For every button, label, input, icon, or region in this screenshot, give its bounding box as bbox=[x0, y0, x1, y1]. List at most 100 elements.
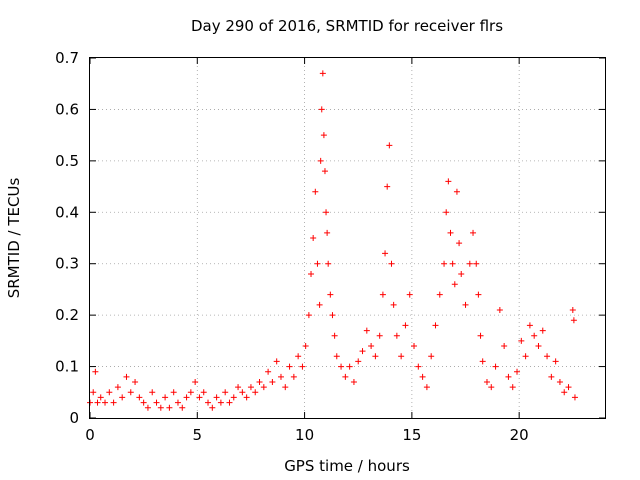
grid-lines bbox=[90, 58, 605, 418]
data-point bbox=[544, 353, 551, 360]
data-point bbox=[230, 394, 237, 401]
data-point bbox=[119, 394, 126, 401]
data-point bbox=[205, 399, 212, 406]
data-point bbox=[265, 368, 272, 375]
data-point bbox=[149, 389, 156, 396]
data-point bbox=[456, 240, 463, 247]
y-tick-label: 0.6 bbox=[55, 100, 79, 118]
data-point bbox=[256, 379, 263, 385]
data-points bbox=[87, 70, 578, 411]
data-point bbox=[140, 399, 147, 406]
data-point bbox=[475, 291, 482, 298]
data-point bbox=[269, 379, 276, 385]
data-point bbox=[136, 394, 143, 401]
data-point bbox=[522, 353, 529, 360]
data-point bbox=[312, 188, 319, 195]
data-point bbox=[539, 327, 546, 334]
data-point bbox=[157, 404, 164, 411]
data-point bbox=[162, 394, 169, 401]
data-point bbox=[477, 332, 484, 339]
data-point bbox=[308, 271, 315, 277]
data-point bbox=[209, 404, 216, 411]
data-point bbox=[514, 368, 521, 375]
data-point bbox=[273, 358, 280, 365]
data-point bbox=[415, 363, 422, 370]
data-point bbox=[432, 322, 439, 329]
data-point bbox=[327, 291, 334, 298]
data-point bbox=[318, 106, 325, 113]
data-point bbox=[376, 332, 383, 339]
data-point bbox=[187, 389, 194, 396]
data-point bbox=[443, 209, 450, 216]
data-point bbox=[144, 404, 151, 411]
data-point bbox=[319, 70, 326, 77]
data-point bbox=[325, 260, 332, 267]
x-tick-label: 15 bbox=[402, 426, 421, 444]
data-point bbox=[363, 327, 370, 334]
data-point bbox=[324, 229, 331, 236]
data-point bbox=[406, 291, 413, 298]
data-point bbox=[388, 260, 395, 267]
y-tick-label: 0.2 bbox=[55, 306, 79, 324]
data-point bbox=[462, 301, 469, 308]
data-point bbox=[286, 363, 293, 370]
data-point bbox=[333, 353, 340, 360]
data-point bbox=[556, 379, 563, 385]
y-tick-label: 0.3 bbox=[55, 255, 79, 273]
data-point bbox=[317, 157, 324, 164]
data-point bbox=[90, 389, 97, 396]
data-point bbox=[342, 373, 349, 380]
data-point bbox=[106, 389, 113, 396]
data-point bbox=[359, 348, 366, 355]
data-point bbox=[110, 399, 117, 406]
data-point bbox=[314, 260, 321, 267]
data-point bbox=[114, 384, 121, 391]
x-tick-label: 20 bbox=[510, 426, 529, 444]
data-point bbox=[505, 373, 512, 380]
data-point bbox=[479, 358, 486, 365]
plot-frame bbox=[89, 57, 606, 419]
data-point bbox=[382, 250, 389, 257]
data-point bbox=[565, 384, 572, 391]
data-point bbox=[260, 384, 267, 391]
data-point bbox=[402, 322, 409, 329]
data-point bbox=[561, 389, 568, 396]
data-point bbox=[526, 322, 533, 329]
data-point bbox=[386, 142, 393, 149]
x-tick-label: 0 bbox=[85, 426, 95, 444]
data-point bbox=[496, 307, 503, 313]
data-point bbox=[548, 373, 555, 380]
data-point bbox=[441, 260, 448, 267]
data-point bbox=[458, 271, 465, 277]
data-point bbox=[123, 373, 130, 380]
data-point bbox=[183, 394, 190, 401]
data-point bbox=[94, 399, 101, 406]
axis-ticks: 0 0.1 0.2 0.3 0.4 0.5 0.6 0.7 0 5 10 15 20 bbox=[55, 49, 605, 444]
data-point bbox=[355, 358, 362, 365]
data-point bbox=[302, 343, 309, 349]
data-point bbox=[166, 404, 173, 411]
data-point bbox=[316, 301, 323, 308]
data-point bbox=[310, 235, 317, 241]
data-point bbox=[470, 229, 477, 236]
data-point bbox=[252, 389, 259, 396]
data-point bbox=[492, 363, 499, 370]
data-point bbox=[428, 353, 435, 360]
data-point bbox=[239, 389, 246, 396]
data-point bbox=[217, 399, 224, 406]
data-point bbox=[393, 332, 400, 339]
x-tick-label: 10 bbox=[295, 426, 314, 444]
data-point bbox=[483, 379, 490, 385]
data-point bbox=[92, 368, 99, 375]
chart-title: Day 290 of 2016, SRMTID for receiver flr… bbox=[191, 17, 503, 35]
data-point bbox=[350, 379, 357, 385]
data-point bbox=[247, 384, 254, 391]
data-point bbox=[179, 404, 186, 411]
data-point bbox=[305, 312, 312, 319]
data-point bbox=[569, 307, 576, 313]
data-point bbox=[570, 317, 577, 324]
y-tick-label: 0.7 bbox=[55, 49, 79, 67]
data-point bbox=[102, 399, 109, 406]
data-point bbox=[200, 389, 207, 396]
